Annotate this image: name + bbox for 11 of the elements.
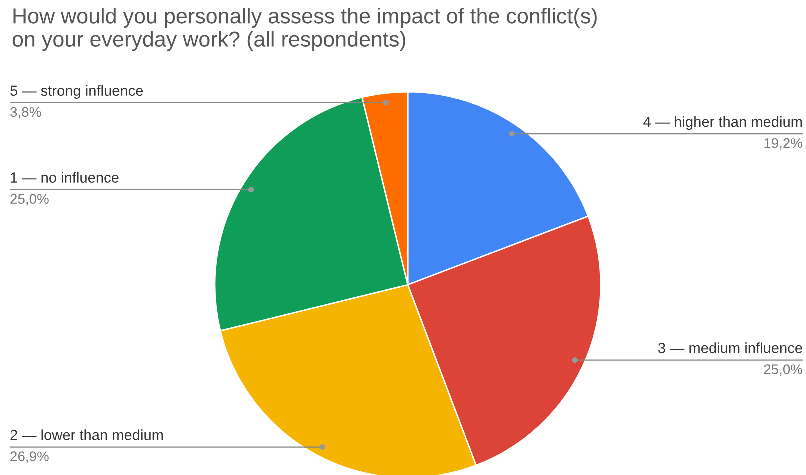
slice-label: 1 — no influence <box>11 172 119 183</box>
data-label: 26,9% <box>10 452 49 464</box>
slice-label: 2 — lower than medium <box>10 430 164 440</box>
slice-label: 5 — strong influence <box>10 85 144 99</box>
slice-label: 4 — higher than medium <box>644 116 802 130</box>
chart-title: How would you personally assess the impact of the conflict(s) on your everyday work? (all respondents) <box>12 8 597 52</box>
data-label: 3,8% <box>10 107 42 119</box>
data-label: 19,2% <box>764 138 803 150</box>
data-label: 25,0% <box>10 194 49 206</box>
slice-label: 3 — medium influence <box>658 342 802 354</box>
data-label: 25,0% <box>764 364 803 376</box>
